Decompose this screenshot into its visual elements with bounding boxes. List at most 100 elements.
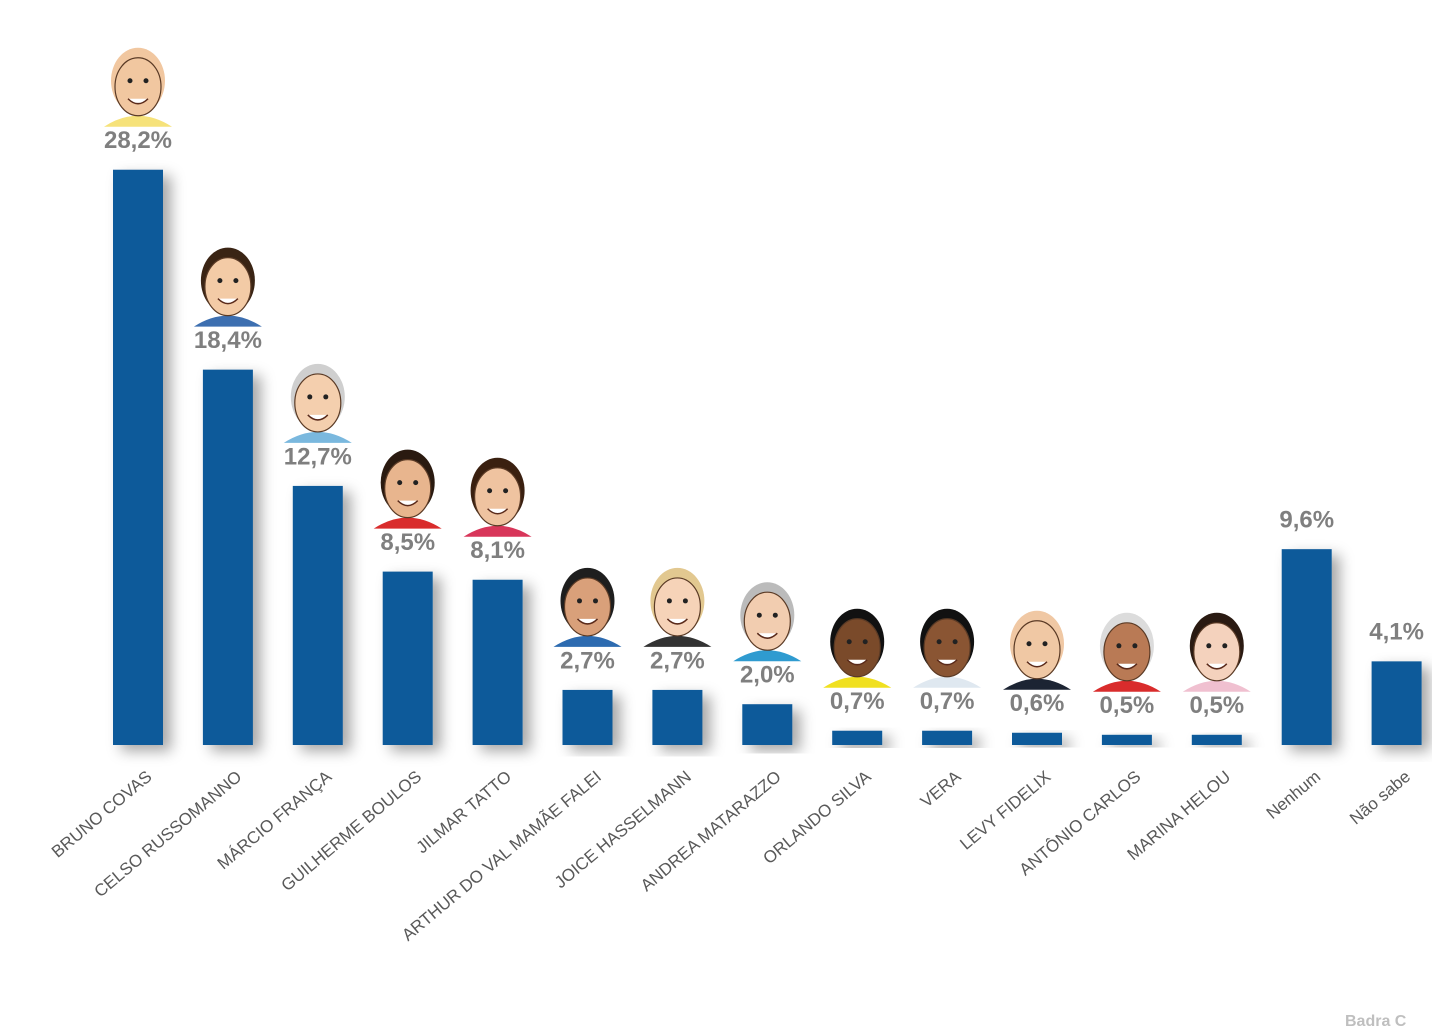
caricature-eye	[503, 488, 508, 493]
caricature-shirt	[733, 650, 801, 661]
caricature	[1003, 611, 1071, 690]
bar	[203, 370, 253, 745]
bar	[113, 170, 163, 745]
caricature-shirt	[1003, 679, 1071, 690]
caricature-face	[205, 258, 251, 316]
page: Badra C 28,2%BRUNO COVAS18,4%CELSO RUSSO…	[0, 0, 1432, 1030]
caricature	[194, 248, 262, 327]
caricature-eye	[953, 639, 958, 644]
value-label: 18,4%	[194, 327, 262, 354]
category-label: LEVY FIDELIX	[956, 767, 1054, 854]
caricature	[643, 568, 711, 647]
caricature	[284, 364, 352, 443]
caricature-eye	[863, 639, 868, 644]
caricature-eye	[144, 78, 149, 83]
category-label: VERA	[917, 767, 965, 812]
bar	[652, 690, 702, 745]
caricature-shirt	[194, 316, 262, 327]
category-label: ARTHUR DO VAL MAMÃE FALEI	[398, 767, 605, 945]
caricature	[104, 48, 172, 127]
caricature-eye	[487, 488, 492, 493]
caricature-shirt	[374, 518, 442, 529]
caricature-face	[1104, 623, 1150, 681]
caricature-shirt	[1093, 681, 1161, 692]
caricature-eye	[773, 613, 778, 618]
bar	[922, 731, 972, 745]
caricature-shirt	[464, 526, 532, 537]
caricature-eye	[1027, 641, 1032, 646]
caricature-eye	[233, 278, 238, 283]
value-label: 28,2%	[104, 127, 172, 154]
bar	[293, 486, 343, 745]
bar	[1372, 661, 1422, 745]
value-label: 4,1%	[1369, 619, 1424, 646]
value-label: 9,6%	[1279, 507, 1334, 534]
value-label: 0,5%	[1100, 692, 1155, 719]
caricature-face	[385, 460, 431, 518]
bar	[832, 731, 882, 745]
caricature-face	[295, 374, 341, 432]
value-label: 0,7%	[920, 688, 975, 715]
bar	[383, 572, 433, 745]
caricature-eye	[307, 394, 312, 399]
bar	[1102, 735, 1152, 745]
caricature-shirt	[104, 116, 172, 127]
caricature-face	[834, 619, 880, 677]
caricature-eye	[1116, 643, 1121, 648]
caricature	[554, 568, 622, 647]
caricature-face	[115, 58, 161, 116]
caricature-face	[1194, 623, 1240, 681]
chart: Badra C 28,2%BRUNO COVAS18,4%CELSO RUSSO…	[0, 0, 1432, 1030]
caricature-shirt	[913, 677, 981, 688]
bar	[1012, 733, 1062, 745]
value-label: 8,5%	[380, 529, 435, 556]
caricature	[1183, 613, 1251, 692]
caricature	[733, 582, 801, 661]
caricature-shirt	[643, 636, 711, 647]
caricature-eye	[1206, 643, 1211, 648]
bar	[1282, 549, 1332, 745]
caricature-face	[744, 592, 790, 650]
caricature-eye	[1222, 643, 1227, 648]
watermark: Badra C	[1345, 1013, 1407, 1030]
caricature-eye	[128, 78, 133, 83]
category-label: JILMAR TATTO	[413, 767, 515, 857]
caricature-face	[924, 619, 970, 677]
caricature	[823, 609, 891, 688]
value-label: 2,7%	[650, 647, 705, 674]
caricature-eye	[1132, 643, 1137, 648]
caricature-eye	[1043, 641, 1048, 646]
value-label: 0,6%	[1010, 690, 1065, 717]
caricature-eye	[323, 394, 328, 399]
caricature-shirt	[284, 432, 352, 443]
caricature-eye	[577, 598, 582, 603]
bar	[563, 690, 613, 745]
bar	[742, 704, 792, 745]
category-label: Não sabe	[1346, 767, 1414, 828]
caricature-face	[475, 468, 521, 526]
caricature	[374, 450, 442, 529]
value-label: 0,7%	[830, 688, 885, 715]
caricature	[913, 609, 981, 688]
caricature-shirt	[1183, 681, 1251, 692]
caricature	[464, 458, 532, 537]
caricature-eye	[937, 639, 942, 644]
caricature-eye	[397, 480, 402, 485]
caricature-face	[565, 578, 611, 636]
caricature-eye	[847, 639, 852, 644]
value-label: 2,7%	[560, 647, 615, 674]
caricature-face	[654, 578, 700, 636]
caricature-shirt	[554, 636, 622, 647]
caricature-shirt	[823, 677, 891, 688]
value-label: 2,0%	[740, 662, 795, 689]
bar	[473, 580, 523, 745]
caricature-eye	[217, 278, 222, 283]
value-label: 8,1%	[470, 537, 525, 564]
caricature	[1093, 613, 1161, 692]
category-label: CELSO RUSSOMANNO	[91, 767, 246, 901]
caricature-face	[1014, 621, 1060, 679]
caricature-eye	[667, 598, 672, 603]
value-label: 0,5%	[1189, 692, 1244, 719]
category-label: Nenhum	[1263, 767, 1324, 823]
caricature-eye	[413, 480, 418, 485]
